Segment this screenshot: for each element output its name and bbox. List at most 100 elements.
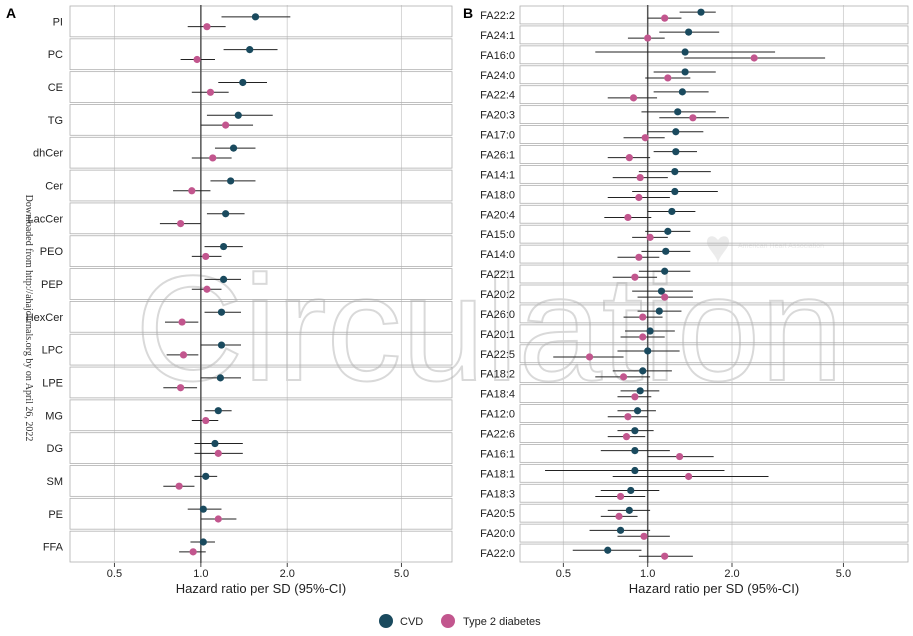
t2d-point-b-3 xyxy=(664,74,672,82)
cvd-point-b-27 xyxy=(604,546,612,554)
row-frame-a-11 xyxy=(69,366,453,399)
t2d-point-b-15 xyxy=(639,313,647,321)
t2d-point-b-1 xyxy=(644,34,652,42)
cvd-point-a-7 xyxy=(219,242,228,251)
row-label-b-16: FA20:1 xyxy=(480,329,515,341)
row-label-a-6: LacCer xyxy=(28,213,64,225)
row-frame-b-9 xyxy=(519,184,909,204)
row-label-b-2: FA16:0 xyxy=(480,50,515,62)
t2d-point-b-24 xyxy=(616,492,625,501)
t2d-point-b-7 xyxy=(625,154,633,162)
row-label-b-11: FA15:0 xyxy=(480,229,515,241)
cvd-point-b-18 xyxy=(639,367,647,375)
t2d-point-a-1 xyxy=(193,55,201,64)
cvd-point-b-13 xyxy=(661,267,669,275)
row-label-b-20: FA12:0 xyxy=(480,409,515,421)
cvd-point-b-3 xyxy=(681,68,689,76)
t2d-point-a-6 xyxy=(176,220,185,228)
t2d-point-b-9 xyxy=(635,193,643,202)
tick-label-a-2: 2.0 xyxy=(280,568,295,580)
row-label-a-1: PC xyxy=(48,49,63,61)
row-label-b-13: FA22:1 xyxy=(480,269,515,281)
t2d-point-b-17 xyxy=(585,353,594,361)
row-frame-b-16 xyxy=(519,324,909,344)
t2d-point-b-13 xyxy=(631,273,639,281)
row-label-a-2: CE xyxy=(48,82,63,94)
row-frame-a-2 xyxy=(69,71,453,103)
row-label-a-13: DG xyxy=(47,443,64,455)
row-frame-a-13 xyxy=(69,432,453,464)
cvd-point-a-14 xyxy=(202,472,210,480)
row-label-a-5: Cer xyxy=(45,181,63,193)
legend: CVD Type 2 diabetes xyxy=(379,614,541,628)
row-frame-b-25 xyxy=(519,503,909,523)
download-note: Downloaded from http://ahajournals.org b… xyxy=(23,195,34,442)
t2d-point-b-21 xyxy=(622,433,631,441)
row-frame-b-8 xyxy=(519,165,909,184)
t2d-point-b-19 xyxy=(631,393,639,401)
row-frame-a-12 xyxy=(69,399,453,432)
row-label-b-25: FA20:5 xyxy=(480,508,515,520)
t2d-point-a-0 xyxy=(203,23,211,31)
row-label-b-27: FA22:0 xyxy=(480,548,515,560)
row-label-b-6: FA17:0 xyxy=(480,130,515,142)
row-label-b-18: FA18:2 xyxy=(480,369,515,381)
t2d-point-b-23 xyxy=(685,472,693,481)
row-label-a-11: LPE xyxy=(42,377,63,389)
row-label-a-14: SM xyxy=(47,476,64,488)
t2d-point-a-3 xyxy=(222,121,230,129)
row-frame-b-3 xyxy=(519,65,909,85)
row-frame-a-0 xyxy=(69,5,453,38)
t2d-point-a-14 xyxy=(175,482,183,490)
t2d-point-b-18 xyxy=(619,373,628,381)
tick-label-a-3: 5.0 xyxy=(394,568,409,580)
cvd-point-a-9 xyxy=(217,308,226,316)
t2d-point-b-6 xyxy=(641,134,649,142)
tick-label-b-0: 0.5 xyxy=(556,568,571,580)
row-label-b-12: FA14:0 xyxy=(480,249,515,261)
cvd-point-b-2 xyxy=(681,48,689,56)
row-frame-a-7 xyxy=(69,235,453,267)
row-label-b-23: FA18:1 xyxy=(480,468,515,480)
row-label-b-4: FA22:4 xyxy=(480,90,515,102)
cvd-point-b-19 xyxy=(636,387,644,395)
cvd-point-b-1 xyxy=(685,28,693,36)
row-frame-b-11 xyxy=(519,224,909,244)
row-frame-b-15 xyxy=(519,304,909,324)
cvd-point-b-10 xyxy=(668,207,676,216)
panel-a: PI PC CE TG dhCer Cer LacCer PEO PEP HexCer LPC LPE… xyxy=(26,5,453,596)
row-frame-b-21 xyxy=(519,424,909,443)
x-axis-title-b: Hazard ratio per SD (95%-CI) xyxy=(629,581,800,596)
row-label-b-19: FA18:4 xyxy=(480,389,515,401)
row-label-a-16: FFA xyxy=(43,542,64,554)
cvd-point-b-26 xyxy=(616,526,625,534)
row-label-b-1: FA24:1 xyxy=(480,30,515,42)
row-frame-b-7 xyxy=(519,145,909,164)
cvd-point-a-5 xyxy=(227,177,235,185)
row-label-b-5: FA20:3 xyxy=(480,110,515,122)
row-label-a-15: PE xyxy=(48,509,63,521)
row-frame-b-14 xyxy=(519,284,909,304)
cvd-point-b-20 xyxy=(633,407,642,415)
row-label-a-0: PI xyxy=(53,16,63,28)
t2d-point-b-16 xyxy=(639,333,647,341)
row-label-b-8: FA14:1 xyxy=(480,169,515,181)
cvd-point-a-13 xyxy=(211,439,219,448)
t2d-point-b-10 xyxy=(624,213,632,222)
row-label-b-26: FA20:0 xyxy=(480,528,515,540)
row-frame-a-3 xyxy=(69,104,453,136)
row-frame-a-1 xyxy=(69,38,453,71)
t2d-point-a-7 xyxy=(202,252,210,261)
cvd-point-b-6 xyxy=(672,128,680,136)
row-frame-a-8 xyxy=(69,268,453,300)
row-frame-b-13 xyxy=(519,264,909,284)
t2d-point-b-5 xyxy=(689,114,697,122)
tick-label-b-3: 5.0 xyxy=(836,568,851,580)
row-frame-a-9 xyxy=(69,301,453,333)
cvd-point-b-21 xyxy=(631,427,639,435)
row-label-a-7: PEO xyxy=(40,246,64,258)
row-label-a-4: dhCer xyxy=(33,148,63,160)
row-frame-b-22 xyxy=(519,444,909,463)
row-label-b-15: FA26:0 xyxy=(480,309,515,321)
